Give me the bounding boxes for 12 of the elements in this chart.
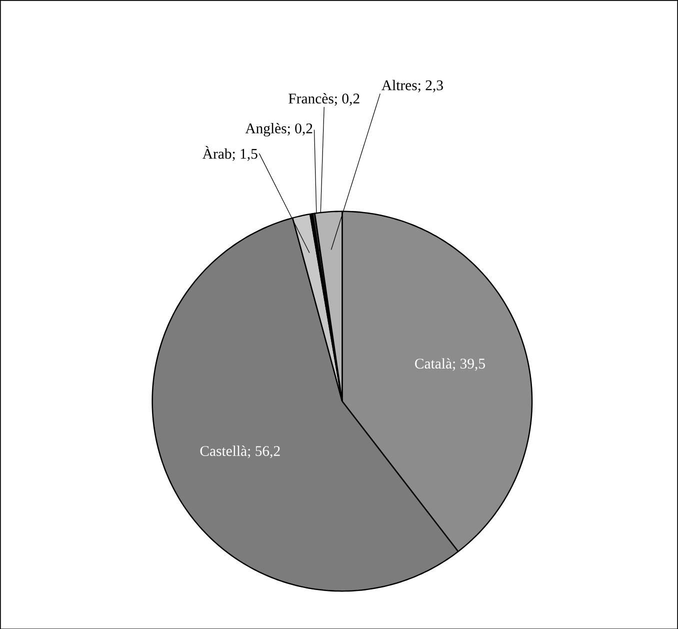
data-label: ; 2,3	[418, 80, 443, 92]
slice-label: Català	[415, 358, 452, 368]
data-label: ; 0,2	[288, 123, 312, 136]
slice-label: Anglès	[245, 122, 286, 136]
data-label: ; 56,2	[248, 446, 280, 458]
data-label: ; 0,2	[334, 93, 360, 106]
slice-label: Àrab	[202, 146, 232, 159]
data-label: ; 39,5	[452, 358, 485, 370]
slice-label: Francès	[288, 92, 334, 104]
slice-label: Castellà	[200, 445, 247, 456]
data-label: ; 1,5	[232, 148, 258, 161]
slice-label: Altres	[382, 80, 417, 90]
